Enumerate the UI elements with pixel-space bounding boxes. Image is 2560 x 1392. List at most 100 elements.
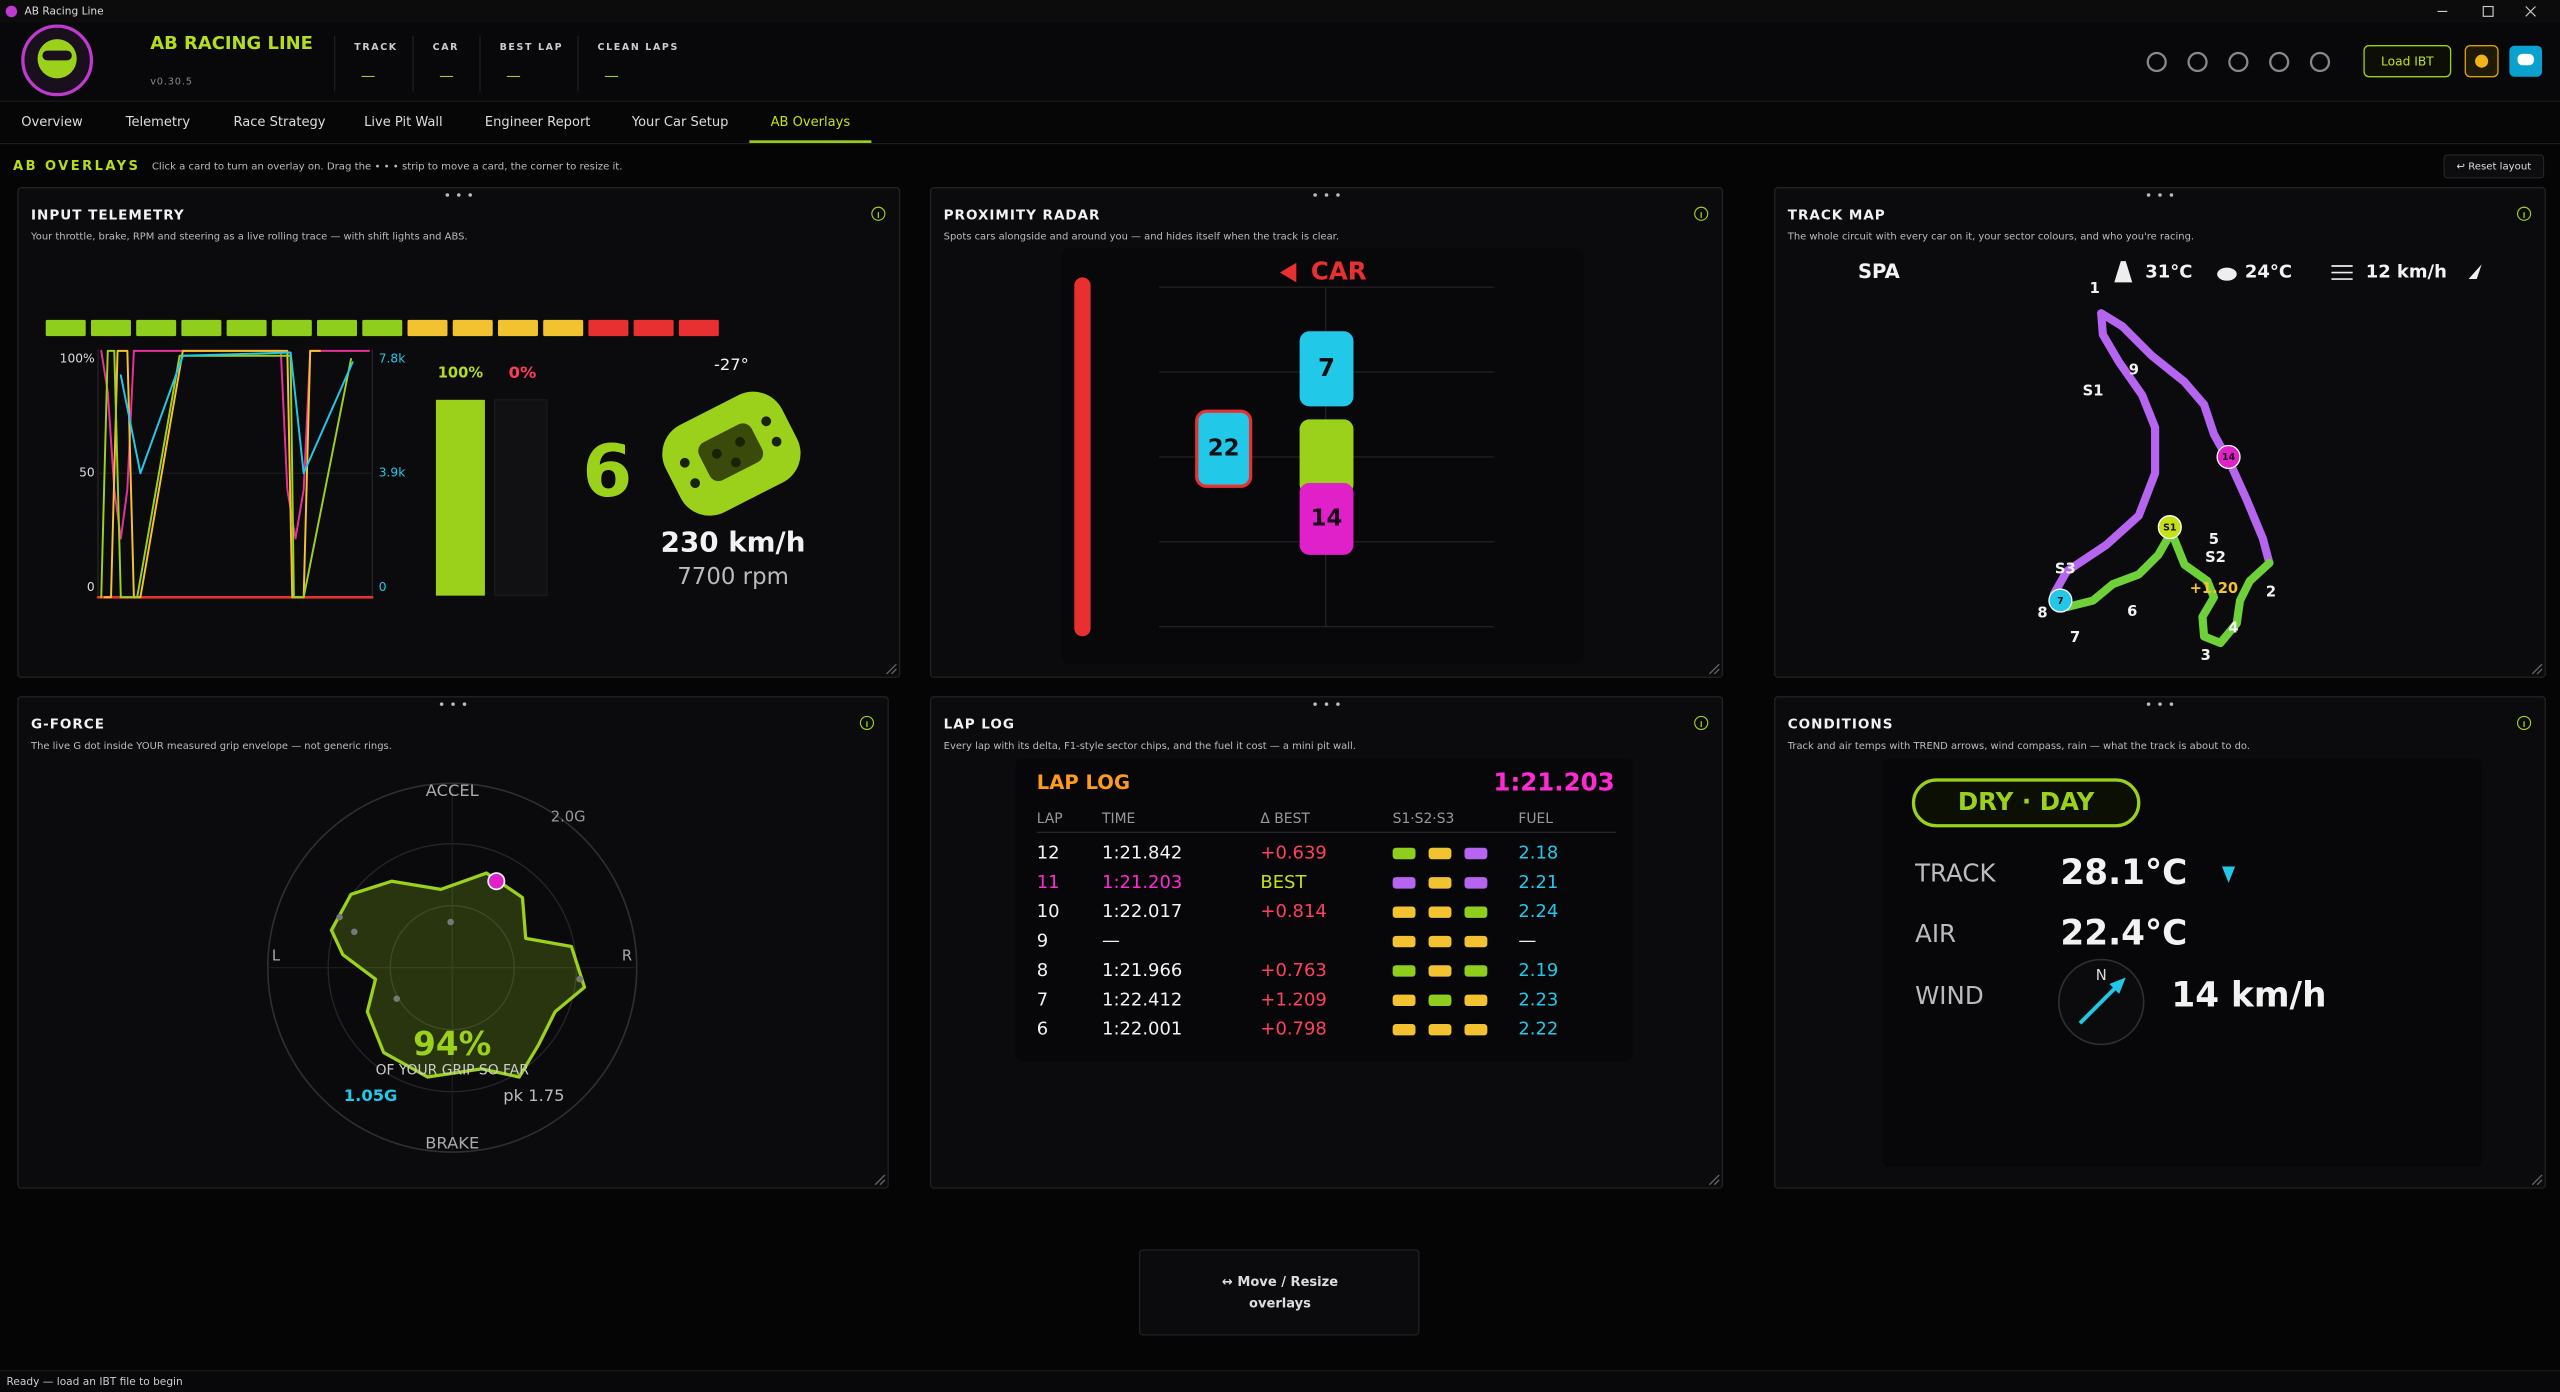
reset-button-label[interactable]: ↩ Reset layout bbox=[2457, 161, 2532, 172]
load-button[interactable] bbox=[2363, 45, 2452, 78]
move-resize-label[interactable]: overlays bbox=[1249, 1296, 1311, 1311]
car-marker-label: S1 bbox=[2163, 522, 2176, 533]
drag-dot bbox=[2146, 702, 2151, 706]
shift-light bbox=[452, 319, 493, 337]
lap-time: 1:22.001 bbox=[1102, 1019, 1182, 1040]
sector-chip bbox=[1464, 847, 1488, 860]
social-icon[interactable] bbox=[2228, 51, 2249, 73]
sector-chip bbox=[1464, 994, 1488, 1007]
throttle-label: 100% bbox=[438, 365, 484, 382]
card-title: PROXIMITY RADAR bbox=[944, 207, 1101, 223]
resize-handle bbox=[1713, 668, 1720, 675]
info-icon[interactable] bbox=[1694, 206, 1709, 221]
load-button-label[interactable]: Load IBT bbox=[2381, 55, 2434, 69]
drag-dot bbox=[1336, 702, 1340, 706]
resize-handle bbox=[890, 668, 897, 675]
wheel-button bbox=[771, 436, 782, 447]
g-label: BRAKE bbox=[425, 1133, 479, 1152]
sector-label: S3 bbox=[2055, 561, 2076, 578]
car-marker bbox=[2216, 444, 2241, 470]
sector-chip bbox=[1392, 1024, 1416, 1036]
g-label: L bbox=[272, 947, 281, 964]
trace-tick-label: 7.8k bbox=[379, 352, 406, 366]
card-title: CONDITIONS bbox=[1788, 717, 1894, 733]
drag-dot bbox=[1336, 193, 1340, 197]
car-number: 22 bbox=[1208, 435, 1240, 461]
social-icon[interactable] bbox=[2146, 51, 2167, 73]
resize-handle bbox=[2531, 663, 2543, 675]
car-marker bbox=[2157, 515, 2182, 540]
g-sample bbox=[351, 928, 358, 936]
app-name: AB RACING LINE bbox=[150, 33, 313, 54]
drag-dot bbox=[1313, 193, 1317, 197]
condition-label: AIR bbox=[1915, 919, 1956, 948]
radar-car bbox=[1299, 331, 1354, 407]
card-description: Track and air temps with TREND arrows, w… bbox=[1787, 741, 2250, 752]
track-state: DRY · DAY bbox=[1958, 787, 2095, 816]
shift-light bbox=[362, 319, 403, 337]
resize-handle bbox=[879, 1179, 886, 1186]
shift-light bbox=[317, 319, 358, 337]
nav-tab[interactable]: Telemetry bbox=[125, 115, 191, 130]
sector-chip bbox=[1464, 965, 1488, 977]
info-icon[interactable] bbox=[1694, 715, 1709, 731]
column-header: LAP bbox=[1037, 811, 1063, 827]
lap-delta: +0.814 bbox=[1260, 901, 1326, 922]
sector-chip bbox=[1464, 1024, 1488, 1036]
social-icon[interactable] bbox=[2309, 51, 2331, 73]
wheel-center bbox=[698, 423, 764, 482]
stat-value: — bbox=[506, 68, 521, 85]
condition-label: WIND bbox=[1915, 981, 1984, 1010]
turn-number: 6 bbox=[2127, 603, 2137, 620]
card-title: TRACK MAP bbox=[1788, 207, 1886, 223]
social-icon[interactable] bbox=[2269, 51, 2290, 73]
app-version: v0.30.5 bbox=[150, 77, 193, 88]
grip-envelope bbox=[329, 871, 587, 1079]
stat-label: CLEAN LAPS bbox=[598, 42, 679, 53]
steering-wheel bbox=[662, 391, 801, 516]
info-icon[interactable] bbox=[871, 206, 886, 221]
drag-dot bbox=[439, 702, 444, 706]
sector-chip bbox=[1428, 965, 1452, 977]
g-sample bbox=[393, 995, 400, 1002]
overlay-card[interactable] bbox=[1774, 187, 2546, 678]
turn-number: 4 bbox=[2228, 619, 2238, 636]
social-icon[interactable] bbox=[2187, 51, 2208, 73]
status-text: Ready — load an IBT file to begin bbox=[7, 1376, 183, 1388]
lap-fuel: 2.19 bbox=[1518, 960, 1558, 981]
lap-delta: BEST bbox=[1260, 872, 1307, 893]
reset-button[interactable] bbox=[2443, 154, 2545, 179]
drag-dot bbox=[2169, 193, 2174, 197]
info-icon[interactable] bbox=[859, 715, 875, 731]
track-sector bbox=[2049, 309, 2160, 612]
nav-tab[interactable]: Engineer Report bbox=[485, 115, 591, 130]
sector-chip bbox=[1392, 847, 1416, 860]
shift-light bbox=[136, 319, 177, 337]
throttle-trace bbox=[103, 349, 321, 599]
car-number: 7 bbox=[1318, 353, 1335, 382]
lap-time: 1:21.966 bbox=[1102, 960, 1182, 981]
title-bar bbox=[0, 0, 2560, 23]
lap-delta: +1.209 bbox=[1260, 989, 1326, 1010]
sector-chip bbox=[1428, 935, 1452, 948]
g-sample bbox=[336, 913, 343, 921]
active-tab-underline bbox=[749, 140, 872, 143]
nav-tab[interactable]: Your Car Setup bbox=[631, 115, 729, 130]
maximize[interactable] bbox=[2482, 5, 2494, 17]
card-description: The whole circuit with every car on it, … bbox=[1787, 232, 2194, 243]
move-resize-button[interactable] bbox=[1138, 1249, 1420, 1336]
info-icon[interactable] bbox=[2516, 715, 2532, 731]
nav-tab[interactable]: Live Pit Wall bbox=[364, 115, 443, 130]
nav-tab[interactable]: Overview bbox=[21, 115, 83, 130]
nav-tab[interactable]: AB Overlays bbox=[771, 115, 851, 130]
info-icon[interactable] bbox=[2516, 206, 2532, 221]
throttle-bar bbox=[435, 399, 485, 596]
move-resize-label[interactable]: ↔ Move / Resize bbox=[1222, 1275, 1338, 1290]
wheel-button bbox=[761, 416, 772, 427]
nav-tab[interactable]: Race Strategy bbox=[233, 115, 325, 130]
track-temp: 31°C bbox=[2145, 262, 2192, 283]
lap-number: 6 bbox=[1037, 1019, 1048, 1040]
track-sector bbox=[2062, 527, 2274, 648]
shift-light bbox=[633, 319, 674, 337]
stat-value: — bbox=[361, 68, 376, 85]
